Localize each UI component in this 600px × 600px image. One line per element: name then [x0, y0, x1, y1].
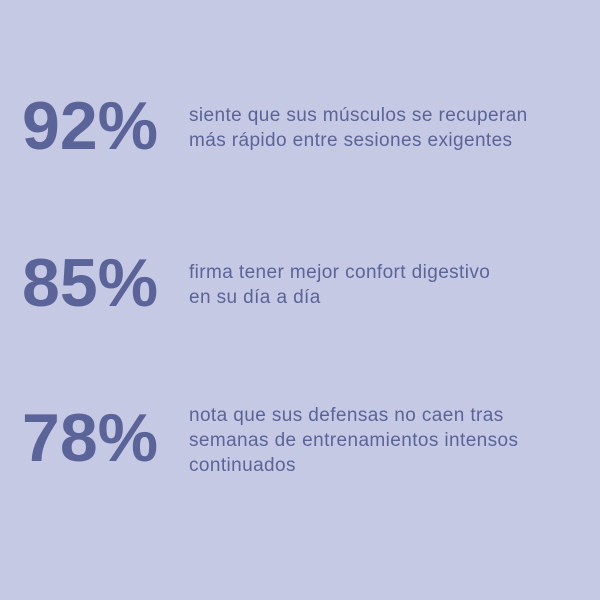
description-line: nota que sus defensas no caen tras: [189, 404, 504, 426]
stat-value: 78%: [22, 400, 159, 476]
description-line: semanas de entrenamientos intensos: [189, 429, 519, 451]
description-line: siente que sus músculos se recuperan: [189, 105, 528, 126]
stat-description: nota que sus defensas no caen tras semana…: [189, 403, 518, 478]
description-line: firma tener mejor confort digestivo: [189, 262, 491, 283]
stat-value: 92%: [22, 88, 159, 164]
stat-description: firma tener mejor confort digestivo en su…: [189, 260, 490, 310]
description-line: en su día a día: [189, 287, 321, 308]
stat-value: 85%: [22, 245, 159, 321]
stat-description: siente que sus músculos se recuperan más …: [189, 103, 528, 153]
description-line: continuados: [189, 454, 296, 476]
description-line: más rápido entre sesiones exigentes: [189, 130, 513, 151]
